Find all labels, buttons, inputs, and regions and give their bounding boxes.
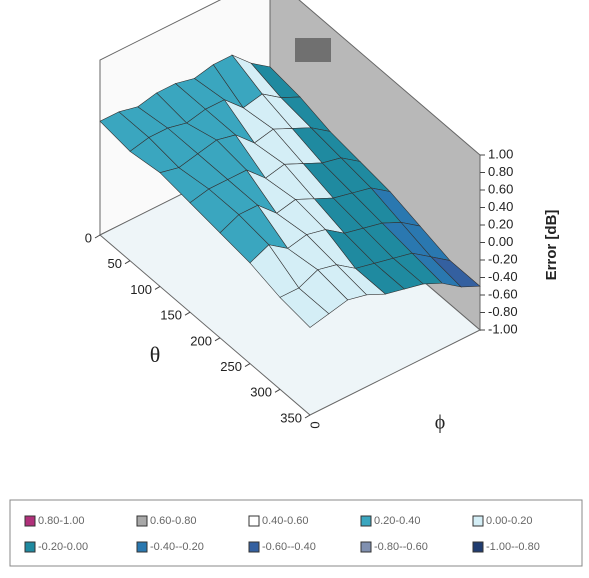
legend-swatch <box>472 515 484 527</box>
x-tick <box>94 234 101 239</box>
x-axis-label: θ <box>150 342 161 367</box>
legend-label: 0.40-0.60 <box>262 515 308 527</box>
z-tick-label: -0.40 <box>488 269 518 284</box>
z-tick-label: -1.00 <box>488 321 518 336</box>
legend-label: -0.20-0.00 <box>38 541 88 553</box>
legend-label: 0.60-0.80 <box>150 515 196 527</box>
x-tick <box>214 337 221 342</box>
legend-swatch <box>136 541 148 553</box>
x-tick-label: 300 <box>250 385 272 400</box>
z-tick-label: 0.80 <box>488 164 513 179</box>
x-tick <box>154 285 161 290</box>
x-tick-label: 200 <box>190 333 212 348</box>
z-tick-label: -0.20 <box>488 251 518 266</box>
z-tick-label: -0.60 <box>488 286 518 301</box>
legend-swatch <box>360 541 372 553</box>
legend-swatch <box>472 541 484 553</box>
z-tick-label: 0.40 <box>488 199 513 214</box>
x-tick <box>304 414 311 419</box>
legend-label: -0.80--0.60 <box>374 541 428 553</box>
legend-swatch <box>248 541 260 553</box>
z-tick-label: 0.20 <box>488 216 513 231</box>
x-tick <box>124 260 131 265</box>
legend-swatch <box>248 515 260 527</box>
x-tick-label: 100 <box>130 282 152 297</box>
legend-label: -0.60--0.40 <box>262 541 316 553</box>
x-tick-label: 350 <box>280 410 302 425</box>
x-tick-label: 0 <box>85 230 92 245</box>
legend-swatch <box>24 541 36 553</box>
z-tick-label: 0.00 <box>488 234 513 249</box>
legend-label: -1.00--0.80 <box>486 541 540 553</box>
legend-swatch <box>24 515 36 527</box>
legend-label: 0.20-0.40 <box>374 515 420 527</box>
z-tick-label: 0.60 <box>488 181 513 196</box>
legend-label: 0.00-0.20 <box>486 515 532 527</box>
legend <box>9 499 583 567</box>
z-axis-label: Error [dB] <box>543 210 560 281</box>
y-tick-label: 0 <box>307 421 322 428</box>
z-tick-label: 1.00 <box>488 146 513 161</box>
x-tick-label: 250 <box>220 359 242 374</box>
legend-swatch <box>136 515 148 527</box>
legend-label: 0.80-1.00 <box>38 515 84 527</box>
legend-swatch <box>360 515 372 527</box>
x-tick-label: 150 <box>160 308 182 323</box>
x-tick <box>244 363 251 368</box>
x-tick <box>274 388 281 393</box>
surface-patch <box>430 256 481 288</box>
x-tick <box>184 311 191 316</box>
z-tick-label: -0.80 <box>488 304 518 319</box>
legend-label: -0.40--0.20 <box>150 541 204 553</box>
artifact <box>295 38 331 62</box>
y-axis-label: ϕ <box>435 412 446 434</box>
x-tick-label: 50 <box>108 256 122 271</box>
